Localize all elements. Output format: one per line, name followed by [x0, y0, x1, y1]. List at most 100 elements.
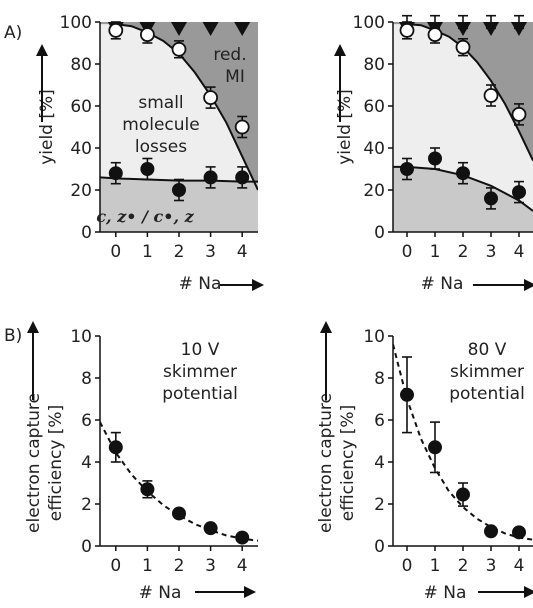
x-tick-label: 2 — [174, 556, 185, 576]
y-tick-label: 0 — [81, 537, 92, 557]
data-point-filled-circle — [172, 183, 186, 197]
y-tick-label: 10 — [70, 327, 92, 347]
y-tick-label: 0 — [81, 223, 92, 243]
data-point-triangle — [511, 22, 527, 36]
annotation-skimmer-right: skimmer — [450, 362, 524, 382]
region-label-product-ions: c, z• / c•, z — [96, 207, 194, 226]
y-axis-label: yield [%] — [335, 89, 355, 165]
data-point-triangle — [171, 22, 187, 36]
x-tick-label: 1 — [430, 242, 441, 262]
data-point-filled-circle — [108, 440, 123, 455]
x-axis-label: # Na — [139, 583, 182, 603]
data-point-filled-circle — [456, 166, 470, 181]
plot-area — [100, 421, 258, 542]
x-tick-label: 4 — [514, 556, 525, 576]
data-point-filled-circle — [512, 525, 526, 540]
region-label-red-mi-line1: red. — [213, 45, 246, 65]
data-point-filled-circle — [400, 387, 414, 402]
data-point-filled-circle — [512, 185, 526, 200]
annotation-potential-left: potential — [162, 384, 238, 404]
data-point-filled-circle — [203, 170, 218, 185]
x-tick-label: 4 — [237, 556, 248, 576]
y-axis-label-line: electron capture — [24, 393, 44, 533]
y-tick-label: 100 — [353, 13, 385, 33]
data-point-filled-circle — [140, 162, 155, 176]
x-tick-label: 1 — [142, 242, 153, 262]
y-tick-label: 10 — [363, 327, 385, 347]
annotation-potential-right: potential — [449, 384, 525, 404]
fit-curve-0 — [100, 421, 258, 542]
x-tick-label: 3 — [205, 242, 216, 262]
x-tick-label: 3 — [205, 556, 216, 576]
y-tick-label: 8 — [81, 369, 92, 389]
y-axis-label-line: efficiency [%] — [338, 405, 358, 521]
x-tick-label: 2 — [174, 242, 185, 262]
x-tick-label: 2 — [458, 242, 469, 262]
data-point-open-circle — [234, 119, 250, 135]
data-point-filled-circle — [484, 524, 498, 539]
region-label-losses: losses — [135, 137, 187, 157]
y-tick-label: 60 — [70, 97, 92, 117]
y-tick-label: 6 — [374, 411, 385, 431]
data-point-filled-circle — [172, 506, 186, 521]
y-tick-label: 20 — [70, 181, 92, 201]
data-point-filled-circle — [203, 521, 218, 536]
region-lower — [393, 166, 533, 232]
x-tick-label: 2 — [458, 556, 469, 576]
x-tick-label: 0 — [110, 242, 121, 262]
data-point-filled-circle — [235, 170, 250, 185]
x-axis-label: # Na — [421, 274, 464, 294]
data-point-filled-circle — [428, 440, 442, 455]
x-tick-label: 0 — [110, 556, 121, 576]
annotation-10v: 10 V — [181, 340, 220, 360]
y-tick-label: 2 — [374, 495, 385, 515]
data-point-open-circle — [511, 107, 527, 122]
region-label-molecule: molecule — [122, 115, 199, 135]
data-point-open-circle — [399, 22, 415, 38]
y-axis-label: yield [%] — [37, 89, 57, 165]
x-axis-label: # Na — [179, 274, 222, 294]
y-tick-label: 40 — [70, 139, 92, 159]
x-tick-label: 1 — [430, 556, 441, 576]
y-tick-label: 0 — [374, 223, 385, 243]
data-point-open-circle — [483, 88, 499, 103]
data-point-filled-circle — [428, 151, 442, 166]
x-tick-label: 4 — [237, 242, 248, 262]
region-label-small: small — [138, 93, 183, 113]
y-tick-label: 80 — [70, 55, 92, 75]
plot-area — [393, 344, 533, 541]
panel-label-a: A) — [4, 23, 22, 43]
x-tick-label: 1 — [142, 556, 153, 576]
region-label-red-mi-line2: MI — [225, 67, 245, 87]
data-point-open-circle — [139, 27, 155, 42]
fit-curve-0 — [406, 23, 533, 162]
y-tick-label: 0 — [374, 537, 385, 557]
y-axis-label-line: efficiency [%] — [46, 405, 66, 521]
data-point-filled-circle — [400, 162, 414, 176]
x-tick-label: 0 — [402, 242, 413, 262]
y-tick-label: 80 — [363, 55, 385, 75]
data-point-filled-circle — [108, 166, 123, 181]
y-tick-label: 2 — [81, 495, 92, 515]
fit-curve-0 — [115, 23, 258, 191]
x-tick-label: 3 — [486, 556, 497, 576]
y-tick-label: 6 — [81, 411, 92, 431]
plot-area — [393, 22, 533, 232]
y-tick-label: 100 — [60, 13, 92, 33]
y-tick-label: 60 — [363, 97, 385, 117]
data-point-triangle — [483, 22, 499, 36]
data-point-open-circle — [427, 27, 443, 42]
data-point-filled-circle — [456, 487, 470, 502]
region-lower — [100, 177, 258, 232]
x-tick-label: 4 — [514, 242, 525, 262]
y-tick-label: 4 — [374, 453, 385, 473]
data-point-filled-circle — [484, 191, 498, 206]
x-axis-label: # Na — [424, 583, 467, 603]
y-tick-label: 8 — [374, 369, 385, 389]
x-tick-label: 0 — [402, 556, 413, 576]
panel-label-b: B) — [4, 326, 22, 346]
